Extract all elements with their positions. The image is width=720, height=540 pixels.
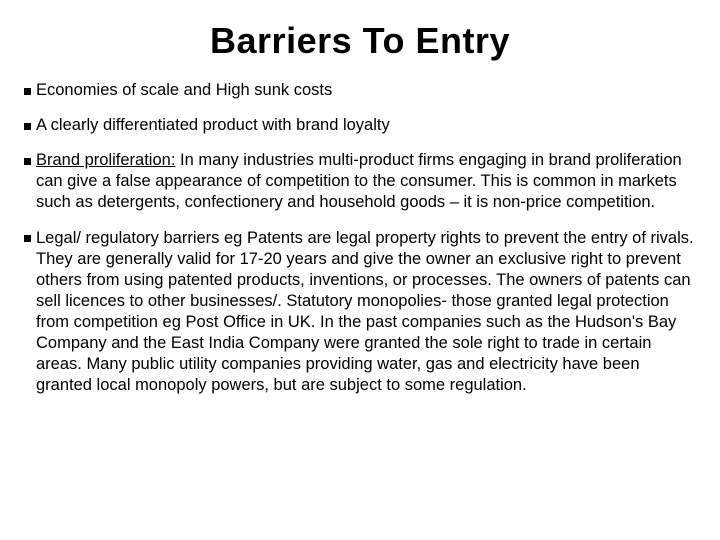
slide-title: Barriers To Entry [24, 20, 696, 62]
list-item: Economies of scale and High sunk costs [24, 80, 696, 101]
bullet-lead: Brand proliferation: [36, 151, 175, 169]
list-item: Brand proliferation: In many industries … [24, 150, 696, 213]
bullet-text: Legal/ regulatory barriers eg Patents ar… [36, 229, 694, 395]
bullet-list: Economies of scale and High sunk costs A… [24, 80, 696, 396]
list-item: Legal/ regulatory barriers eg Patents ar… [24, 228, 696, 397]
bullet-text: A clearly differentiated product with br… [36, 116, 390, 134]
list-item: A clearly differentiated product with br… [24, 115, 696, 136]
slide: Barriers To Entry Economies of scale and… [0, 0, 720, 540]
bullet-text: Economies of scale and High sunk costs [36, 81, 332, 99]
